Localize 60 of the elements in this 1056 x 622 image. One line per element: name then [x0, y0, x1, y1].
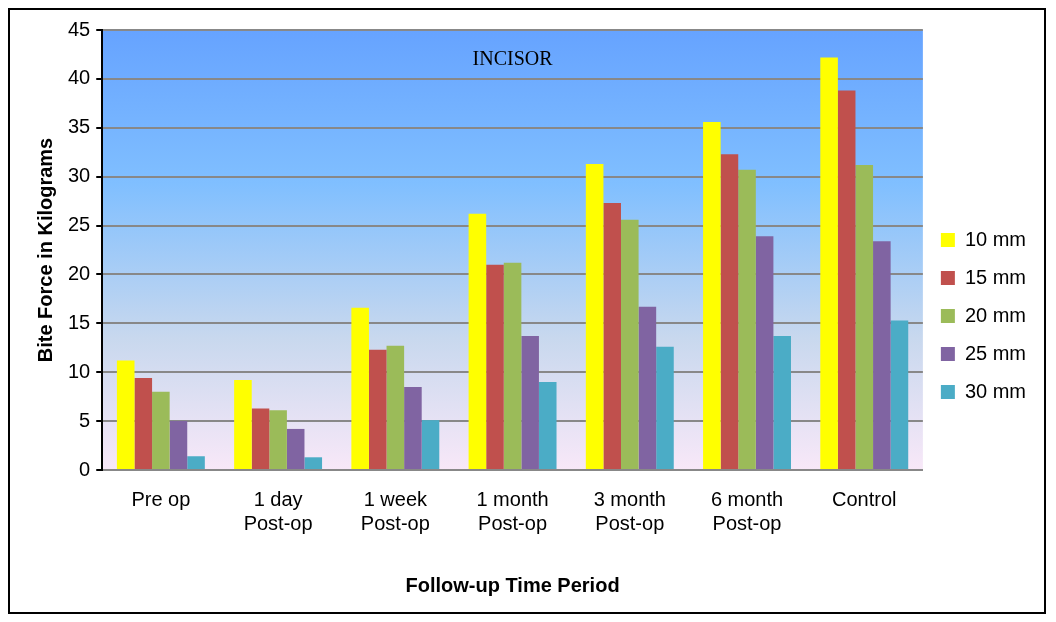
- legend-label: 30 mm: [964, 379, 1026, 402]
- y-tick-label: 25: [68, 213, 91, 236]
- bar: [638, 306, 657, 469]
- bar: [890, 320, 909, 469]
- x-tick-label: Control: [832, 487, 897, 510]
- bar: [855, 164, 874, 469]
- bar: [269, 410, 287, 469]
- bar: [468, 213, 487, 469]
- legend-label: 15 mm: [964, 265, 1026, 288]
- x-tick-label: 1 day Post-op: [243, 487, 313, 534]
- bar: [116, 360, 135, 469]
- bar: [873, 241, 891, 469]
- bar: [286, 428, 305, 469]
- bar: [837, 90, 856, 469]
- bar: [421, 420, 440, 469]
- legend-label: 25 mm: [964, 341, 1026, 364]
- x-tick-label: 1 month Post-op: [476, 487, 549, 534]
- bar: [368, 349, 387, 469]
- legend-label: 10 mm: [964, 227, 1026, 250]
- y-tick-label: 10: [68, 359, 91, 382]
- text: INCISOR: [472, 47, 554, 70]
- bar: [703, 121, 721, 469]
- x-tick-label: 3 month Post-op: [593, 487, 666, 534]
- bar: [386, 345, 405, 469]
- bar: [656, 346, 674, 469]
- bar: [187, 456, 205, 469]
- bar: [503, 262, 522, 469]
- y-tick-label: 15: [68, 310, 91, 333]
- bar: [720, 154, 739, 469]
- bar: [351, 307, 369, 469]
- bar: [585, 163, 604, 469]
- y-tick-label: 35: [68, 115, 91, 138]
- bar: [738, 169, 756, 469]
- bar: [169, 421, 188, 469]
- bar: [304, 457, 323, 469]
- bar: [251, 408, 270, 469]
- x-axis-title: Follow-up Time Period: [405, 573, 620, 596]
- x-tick-label: 1 week Post-op: [360, 487, 430, 534]
- bar: [152, 391, 170, 469]
- bar: [134, 378, 153, 469]
- bar: [820, 57, 838, 469]
- y-tick-label: 30: [68, 164, 91, 187]
- bar: [486, 264, 504, 469]
- legend-label: 20 mm: [964, 303, 1026, 326]
- bar: [521, 336, 539, 469]
- bar: [621, 219, 639, 469]
- x-tick-label: Pre op: [131, 487, 191, 510]
- bar: [538, 382, 557, 469]
- y-axis-title: Bite Force in Kilograms: [33, 137, 56, 363]
- bar: [404, 386, 422, 469]
- y-tick-label: 45: [68, 17, 91, 40]
- bar: [603, 203, 621, 469]
- bar: [773, 336, 791, 469]
- bar: [755, 236, 774, 469]
- y-tick-label: 40: [68, 66, 91, 89]
- x-tick-label: 6 month Post-op: [710, 487, 784, 534]
- y-tick-label: 0: [79, 457, 91, 480]
- bar: [234, 380, 252, 469]
- y-tick-label: 5: [79, 408, 91, 431]
- y-tick-label: 20: [68, 261, 91, 284]
